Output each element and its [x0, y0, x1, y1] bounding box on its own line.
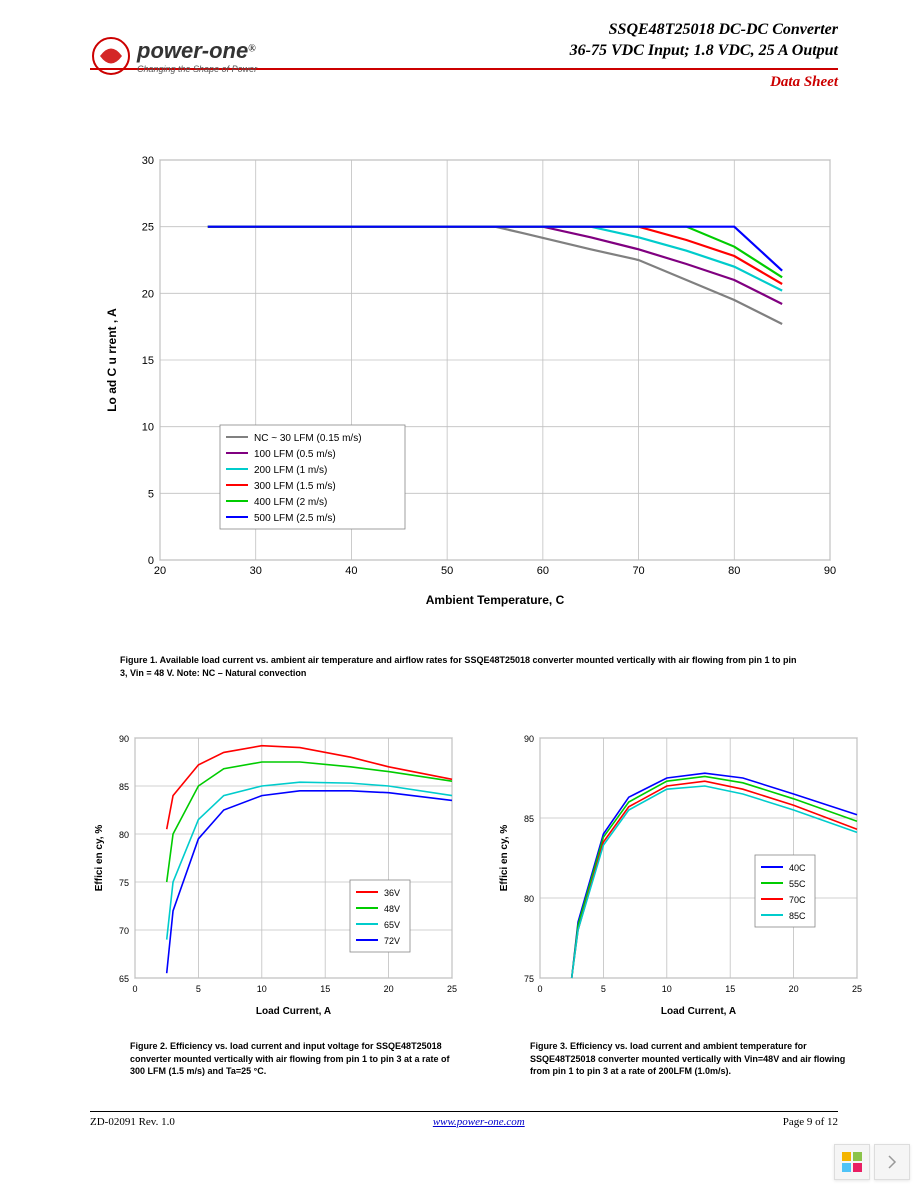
svg-text:Ambient Temperature, C: Ambient Temperature, C [426, 593, 565, 607]
svg-text:30: 30 [142, 155, 154, 167]
svg-text:0: 0 [537, 984, 542, 994]
viewer-nav [834, 1144, 910, 1180]
svg-text:400 LFM (2 m/s): 400 LFM (2 m/s) [254, 497, 327, 508]
svg-text:10: 10 [257, 984, 267, 994]
svg-text:36V: 36V [384, 888, 400, 898]
svg-text:55C: 55C [789, 879, 806, 889]
figure-1-chart: 20 30 40 50 60 70 80 90 0 5 10 15 20 25 30 Ambient Temp… [100, 150, 840, 610]
svg-text:80: 80 [728, 565, 740, 577]
svg-text:20: 20 [384, 984, 394, 994]
svg-text:40C: 40C [789, 863, 806, 873]
svg-text:0: 0 [132, 984, 137, 994]
svg-text:15: 15 [142, 355, 154, 367]
chart3-svg: 0 5 10 15 20 25 75 80 85 90 Load Current, A Effici … [495, 730, 865, 1020]
nav-logo-icon [840, 1150, 864, 1174]
svg-text:Load Current, A: Load Current, A [661, 1006, 736, 1017]
footer-url[interactable]: www.power-one.com [433, 1116, 525, 1128]
svg-text:75: 75 [119, 878, 129, 888]
svg-text:20: 20 [789, 984, 799, 994]
svg-text:65V: 65V [384, 920, 400, 930]
page-number: Page 9 of 12 [783, 1116, 838, 1128]
figure-3-caption: Figure 3. Efficiency vs. load current an… [530, 1040, 850, 1078]
svg-text:40: 40 [345, 565, 357, 577]
svg-text:90: 90 [524, 734, 534, 744]
chart1-svg: 20 30 40 50 60 70 80 90 0 5 10 15 20 25 30 Ambient Temp… [100, 150, 840, 610]
figure-2-caption: Figure 2. Efficiency vs. load current an… [130, 1040, 450, 1078]
svg-text:300 LFM (1.5 m/s): 300 LFM (1.5 m/s) [254, 481, 336, 492]
svg-text:5: 5 [196, 984, 201, 994]
nav-next-button[interactable] [874, 1144, 910, 1180]
svg-text:90: 90 [119, 734, 129, 744]
svg-text:85: 85 [524, 814, 534, 824]
svg-text:10: 10 [662, 984, 672, 994]
nav-logo-button[interactable] [834, 1144, 870, 1180]
page-footer: ZD-02091 Rev. 1.0 www.power-one.com Page… [90, 1111, 838, 1128]
brand-name: power-one [137, 38, 248, 63]
svg-text:75: 75 [524, 974, 534, 984]
svg-text:25: 25 [142, 222, 154, 234]
svg-text:Load Current, A: Load Current, A [256, 1006, 331, 1017]
page-header: power-one® Changing the Shape of Power S… [90, 20, 838, 91]
svg-text:72V: 72V [384, 936, 400, 946]
svg-text:65: 65 [119, 974, 129, 984]
footer-rule [90, 1111, 838, 1112]
brand-tagline: Changing the Shape of Power [137, 64, 257, 74]
svg-text:20: 20 [154, 565, 166, 577]
svg-text:15: 15 [725, 984, 735, 994]
logo-swirl-icon [90, 35, 132, 77]
chevron-right-icon [887, 1155, 897, 1169]
svg-text:Effici en cy, %: Effici en cy, % [499, 825, 510, 892]
svg-text:5: 5 [148, 488, 154, 500]
doc-revision: ZD-02091 Rev. 1.0 [90, 1116, 175, 1128]
svg-text:10: 10 [142, 422, 154, 434]
svg-text:60: 60 [537, 565, 549, 577]
registered-mark: ® [248, 44, 256, 55]
svg-text:70C: 70C [789, 895, 806, 905]
svg-text:20: 20 [142, 288, 154, 300]
svg-text:48V: 48V [384, 904, 400, 914]
svg-text:80: 80 [119, 830, 129, 840]
svg-text:500 LFM (2.5 m/s): 500 LFM (2.5 m/s) [254, 513, 336, 524]
svg-text:5: 5 [601, 984, 606, 994]
figure-2-chart: 0 5 10 15 20 25 65 70 75 80 85 90 Load Current, A Eff… [90, 730, 460, 1020]
svg-text:85C: 85C [789, 911, 806, 921]
svg-text:Effici en cy, %: Effici en cy, % [94, 825, 105, 892]
svg-text:70: 70 [632, 565, 644, 577]
svg-text:200 LFM (1 m/s): 200 LFM (1 m/s) [254, 465, 327, 476]
svg-text:15: 15 [320, 984, 330, 994]
figure-3-chart: 0 5 10 15 20 25 75 80 85 90 Load Current, A Effici … [495, 730, 865, 1020]
svg-text:25: 25 [447, 984, 457, 994]
svg-text:0: 0 [148, 555, 154, 567]
svg-text:30: 30 [250, 565, 262, 577]
svg-text:Lo ad C u rrent , A: Lo ad C u rrent , A [105, 308, 119, 412]
svg-text:25: 25 [852, 984, 862, 994]
svg-text:85: 85 [119, 782, 129, 792]
svg-text:90: 90 [824, 565, 836, 577]
logo: power-one® Changing the Shape of Power [90, 35, 257, 77]
figure-1-caption: Figure 1. Available load current vs. amb… [120, 654, 800, 679]
chart2-svg: 0 5 10 15 20 25 65 70 75 80 85 90 Load Current, A Eff… [90, 730, 460, 1020]
svg-text:NC ~ 30 LFM (0.15 m/s): NC ~ 30 LFM (0.15 m/s) [254, 433, 362, 444]
svg-text:70: 70 [119, 926, 129, 936]
svg-text:50: 50 [441, 565, 453, 577]
svg-text:80: 80 [524, 894, 534, 904]
svg-text:100 LFM (0.5 m/s): 100 LFM (0.5 m/s) [254, 449, 336, 460]
